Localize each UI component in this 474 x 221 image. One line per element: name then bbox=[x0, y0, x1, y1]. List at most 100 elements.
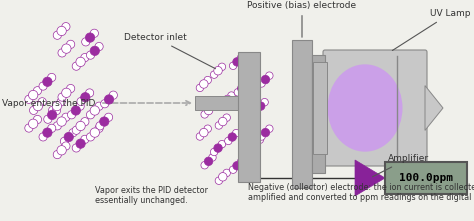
Circle shape bbox=[43, 77, 52, 86]
Circle shape bbox=[242, 111, 251, 119]
Circle shape bbox=[72, 62, 81, 70]
Ellipse shape bbox=[328, 64, 402, 152]
Circle shape bbox=[48, 106, 57, 114]
Circle shape bbox=[215, 177, 223, 185]
Circle shape bbox=[60, 137, 69, 145]
Circle shape bbox=[76, 121, 85, 131]
Circle shape bbox=[258, 80, 265, 87]
Circle shape bbox=[90, 128, 100, 137]
Circle shape bbox=[219, 173, 227, 181]
Circle shape bbox=[47, 73, 56, 82]
Circle shape bbox=[246, 147, 254, 154]
Circle shape bbox=[76, 139, 85, 148]
Circle shape bbox=[81, 93, 90, 102]
Text: Amplifier: Amplifier bbox=[373, 154, 429, 177]
Circle shape bbox=[242, 151, 251, 159]
Circle shape bbox=[62, 113, 70, 121]
Circle shape bbox=[218, 140, 226, 148]
Circle shape bbox=[66, 40, 75, 48]
Circle shape bbox=[237, 158, 245, 166]
Circle shape bbox=[223, 114, 230, 121]
Circle shape bbox=[43, 128, 52, 137]
Circle shape bbox=[261, 128, 270, 137]
Circle shape bbox=[86, 133, 95, 141]
Circle shape bbox=[62, 142, 70, 150]
Circle shape bbox=[209, 154, 216, 161]
Circle shape bbox=[256, 136, 264, 143]
Circle shape bbox=[233, 162, 241, 170]
Circle shape bbox=[44, 115, 52, 123]
Bar bbox=[313, 62, 327, 154]
Text: Negative (collector) electrode: the ion current is collected,
amplified and conv: Negative (collector) electrode: the ion … bbox=[248, 183, 474, 202]
Circle shape bbox=[200, 128, 208, 137]
Circle shape bbox=[261, 75, 270, 84]
Circle shape bbox=[85, 33, 95, 42]
Circle shape bbox=[66, 84, 75, 93]
Circle shape bbox=[47, 124, 56, 132]
Bar bbox=[312, 55, 325, 173]
Circle shape bbox=[242, 81, 249, 88]
Circle shape bbox=[28, 90, 38, 100]
Circle shape bbox=[81, 135, 89, 143]
Circle shape bbox=[58, 93, 66, 101]
Circle shape bbox=[33, 101, 43, 111]
Circle shape bbox=[204, 76, 211, 84]
Text: UV Lamp: UV Lamp bbox=[392, 9, 471, 51]
Text: 100.0ppm: 100.0ppm bbox=[399, 173, 453, 183]
Circle shape bbox=[196, 133, 204, 140]
Circle shape bbox=[265, 72, 273, 79]
Polygon shape bbox=[425, 86, 443, 130]
FancyBboxPatch shape bbox=[323, 50, 427, 166]
Circle shape bbox=[69, 129, 77, 137]
Circle shape bbox=[28, 119, 38, 128]
Circle shape bbox=[233, 58, 241, 66]
Circle shape bbox=[47, 110, 57, 120]
Circle shape bbox=[25, 95, 33, 103]
Circle shape bbox=[53, 122, 62, 130]
Circle shape bbox=[261, 98, 268, 106]
Circle shape bbox=[86, 51, 95, 59]
Circle shape bbox=[57, 117, 66, 126]
Circle shape bbox=[81, 53, 89, 62]
Text: Vapor exits the PID detector
essentially unchanged.: Vapor exits the PID detector essentially… bbox=[95, 186, 208, 205]
Circle shape bbox=[239, 155, 246, 162]
Circle shape bbox=[90, 106, 100, 115]
Circle shape bbox=[246, 107, 254, 115]
Circle shape bbox=[204, 125, 211, 132]
Circle shape bbox=[214, 144, 222, 152]
Circle shape bbox=[53, 31, 62, 39]
Circle shape bbox=[223, 169, 230, 177]
Circle shape bbox=[100, 117, 109, 126]
Circle shape bbox=[38, 98, 46, 106]
Circle shape bbox=[90, 46, 100, 55]
Circle shape bbox=[196, 84, 204, 92]
Circle shape bbox=[57, 146, 66, 155]
Circle shape bbox=[253, 106, 261, 114]
Circle shape bbox=[209, 103, 216, 110]
Circle shape bbox=[210, 71, 218, 78]
Circle shape bbox=[100, 100, 109, 108]
Circle shape bbox=[201, 111, 209, 118]
Polygon shape bbox=[355, 160, 385, 196]
Circle shape bbox=[229, 62, 237, 70]
Circle shape bbox=[223, 95, 232, 104]
Circle shape bbox=[104, 95, 114, 104]
Text: Vapor enters the PID: Vapor enters the PID bbox=[2, 99, 95, 107]
Circle shape bbox=[237, 84, 246, 93]
Circle shape bbox=[232, 129, 240, 137]
Circle shape bbox=[71, 106, 81, 115]
FancyBboxPatch shape bbox=[385, 162, 467, 194]
Circle shape bbox=[76, 57, 85, 67]
Circle shape bbox=[62, 23, 70, 31]
Circle shape bbox=[234, 89, 242, 96]
Circle shape bbox=[228, 92, 235, 99]
Circle shape bbox=[265, 125, 273, 132]
Circle shape bbox=[218, 63, 226, 70]
Circle shape bbox=[95, 102, 103, 110]
Circle shape bbox=[62, 44, 71, 53]
Circle shape bbox=[72, 126, 81, 134]
Bar bbox=[195, 96, 240, 110]
Circle shape bbox=[72, 144, 81, 152]
Bar bbox=[238, 52, 260, 182]
Circle shape bbox=[76, 102, 84, 110]
